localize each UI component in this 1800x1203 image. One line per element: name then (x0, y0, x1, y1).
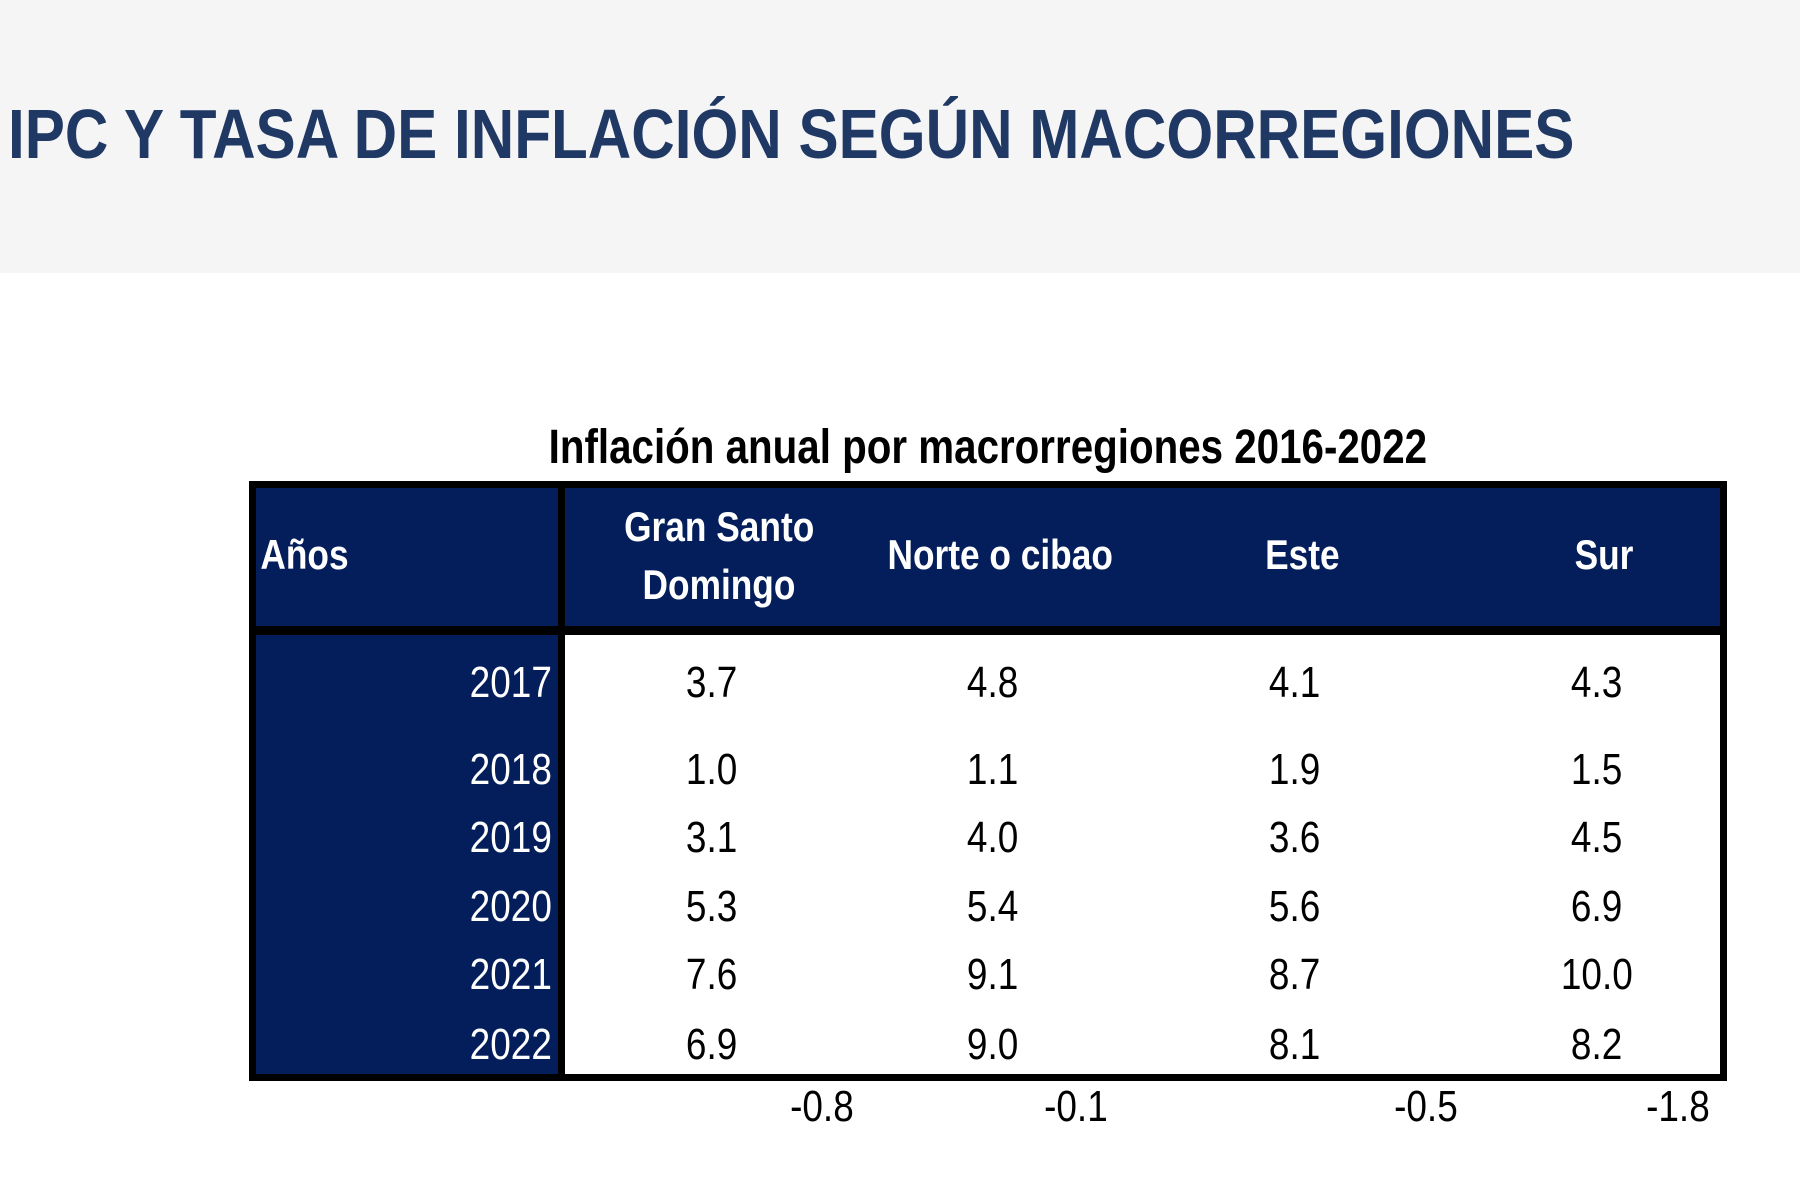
table-cell: 6.9 (686, 1020, 738, 1069)
table-cell: 10.0 (1561, 950, 1633, 999)
table-cell: 1.1 (967, 745, 1019, 794)
header-sur: Sur (1574, 531, 1634, 578)
table-cell: 8.1 (1269, 1020, 1321, 1069)
table-cell: 1.0 (686, 745, 738, 794)
row-year: 2020 (469, 882, 552, 931)
column-divider (558, 488, 565, 1074)
header-gran-santo-domingo: Gran Santo Domingo (624, 503, 815, 608)
header-band (0, 0, 1800, 273)
years-column (256, 635, 558, 1074)
row-year: 2018 (469, 745, 552, 794)
table-cell: 5.4 (967, 882, 1019, 931)
table-cell: 9.0 (967, 1020, 1019, 1069)
difference-value: -0.1 (1044, 1082, 1108, 1131)
difference-value: -1.8 (1646, 1082, 1710, 1131)
row-year: 2022 (469, 1020, 552, 1069)
table-cell: 4.3 (1571, 658, 1623, 707)
row-year: 2019 (469, 813, 552, 862)
table-cell: 9.1 (967, 950, 1019, 999)
header-norte-o-cibao: Norte o cibao (887, 531, 1113, 578)
table-cell: 4.0 (967, 813, 1019, 862)
row-year: 2017 (469, 658, 552, 707)
difference-value: -0.5 (1394, 1082, 1458, 1131)
table-cell: 3.7 (686, 658, 738, 707)
inflation-table: Años Gran Santo Domingo Norte o cibao Est… (249, 481, 1727, 1081)
table-cell: 8.2 (1571, 1020, 1623, 1069)
page-title: IPC Y TASA DE INFLACIÓN SEGÚN MACORREGIO… (8, 95, 1575, 173)
table-cell: 5.3 (686, 882, 738, 931)
table-cell: 5.6 (1269, 882, 1321, 931)
table-cell: 8.7 (1269, 950, 1321, 999)
table-cell: 3.1 (686, 813, 738, 862)
table-cell: 7.6 (686, 950, 738, 999)
difference-value: -0.8 (790, 1082, 854, 1131)
table-cell: 4.1 (1269, 658, 1321, 707)
header-years: Años (259, 531, 349, 578)
table-cell: 6.9 (1571, 882, 1623, 931)
table-header (256, 488, 1720, 635)
table-title: Inflación anual por macrorregiones 2016-… (548, 421, 1428, 474)
row-year: 2021 (469, 950, 552, 999)
table-cell: 1.5 (1571, 745, 1623, 794)
table-cell: 1.9 (1269, 745, 1321, 794)
table-cell: 3.6 (1269, 813, 1321, 862)
header-este: Este (1264, 531, 1340, 578)
table-cell: 4.5 (1571, 813, 1623, 862)
table-cell: 4.8 (967, 658, 1019, 707)
